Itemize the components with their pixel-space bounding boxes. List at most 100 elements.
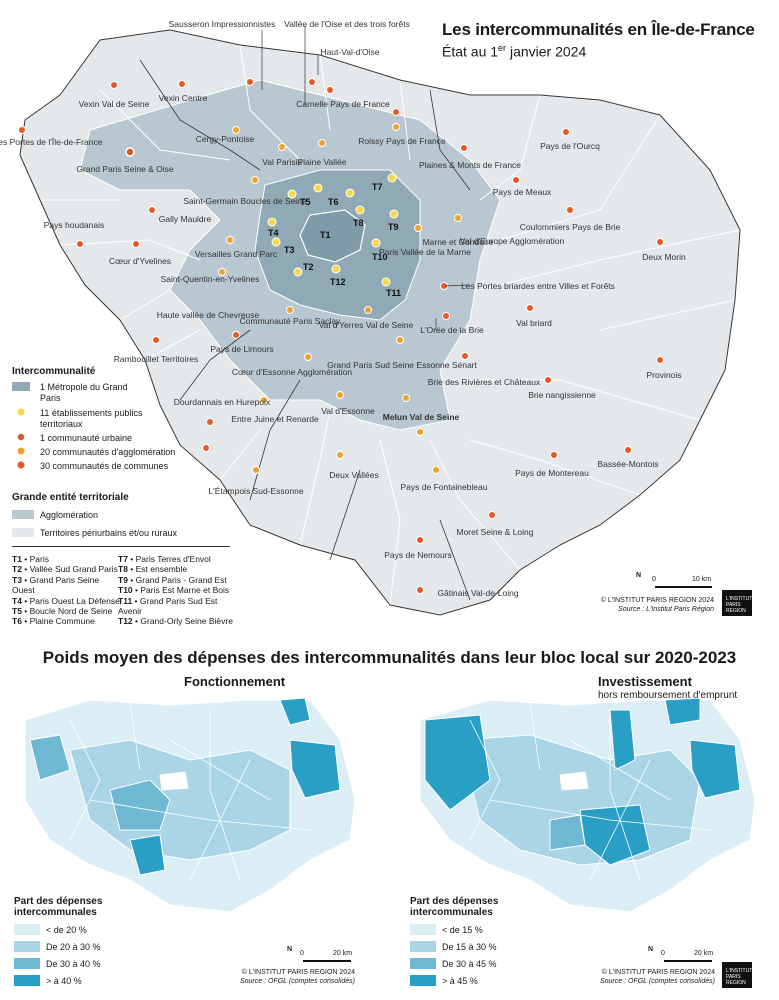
institut-logo: L'INSTITUT PARIS REGION [722, 590, 752, 616]
label-brie-nangissienne: Brie nangissienne [528, 390, 596, 400]
left-class-3: De 30 à 40 % [46, 959, 101, 969]
legend-item-cu: 1 communauté urbaine [40, 433, 133, 443]
label-etampois: L'Étampois Sud-Essonne [208, 486, 303, 496]
right-scale-zero: 0 [661, 950, 665, 957]
label-plaines-monts: Plaines & Monts de France [419, 160, 521, 170]
label-coulommiers: Coulommiers Pays de Brie [520, 222, 621, 232]
right-legend-title: Part des dépenses intercommunales [410, 896, 499, 918]
label-coeur-essonne: Cœur d'Essonne Agglomération [232, 367, 352, 377]
label-carnelle: Carnelle Pays de France [296, 99, 390, 109]
left-scale-zero: 0 [300, 950, 304, 957]
bottom-logo: L'INSTITUT PARIS REGION [722, 962, 752, 988]
label-roissy: Roissy Pays de France [358, 136, 446, 146]
label-deux-morin: Deux Morin [642, 252, 686, 262]
left-credit: © L'INSTITUT PARIS REGION 2024 Source : O… [239, 969, 355, 985]
codes-list-left: T1 • Paris T2 • Vallée Sud Grand Paris T… [12, 554, 120, 627]
label-nemours: Pays de Nemours [384, 550, 452, 560]
legend-item-ept: 11 établissements publics territoriaux [40, 408, 143, 429]
legend-item-metropole: 1 Métropole du Grand Paris [40, 382, 128, 403]
right-class-2: De 15 à 30 % [442, 942, 497, 952]
label-juine-renarde: Entre Juine et Renarde [231, 414, 319, 424]
label-gally: Gally Mauldre [159, 214, 212, 224]
department-borders [139, 59, 471, 601]
label-oree-brie: L'Orée de la Brie [420, 325, 484, 335]
label-val-essonne: Val d'Essonne [321, 406, 375, 416]
fonctionnement-map [24, 697, 356, 913]
bottom-title: Poids moyen des dépenses des intercommun… [42, 648, 737, 667]
left-map-title: Fonctionnement [184, 674, 286, 689]
scale-label: 10 km [692, 576, 712, 583]
left-class-1: < de 20 % [46, 925, 87, 935]
label-dourdannais: Dourdannais en Hurepoix [174, 397, 271, 407]
label-houdanais: Pays houdanais [44, 220, 105, 230]
label-vexin-val-de-seine: Vexin Val de Seine [79, 99, 150, 109]
code-t6: T6 [328, 197, 339, 207]
right-credit: © L'INSTITUT PARIS REGION 2024 Source : O… [599, 969, 715, 985]
label-versailles: Versailles Grand Parc [195, 249, 278, 259]
left-class-4: > à 40 % [46, 976, 82, 986]
legend-title: Intercommunalité [12, 366, 96, 377]
right-legend-swatches [410, 924, 436, 986]
code-t1: T1 [320, 230, 331, 240]
label-paris-vallee-marne: Paris Vallée de la Marne [379, 247, 471, 257]
legend-item-ca: 20 communautés d'agglomération [40, 447, 176, 457]
left-scale-bar [303, 960, 351, 962]
label-paris-saclay: Communauté Paris Saclay [240, 316, 341, 326]
right-map-title: Investissement [598, 674, 692, 689]
investissement-map [419, 697, 756, 913]
label-rambouillet: Rambouillet Territoires [114, 354, 198, 364]
code-t7: T7 [372, 182, 383, 192]
north-arrow: N [636, 572, 642, 579]
main-title: Les intercommunalités en Île-de-France [442, 20, 755, 39]
legend-entity-swatches [12, 510, 34, 537]
right-map-subtitle: hors remboursement d'emprunt [598, 690, 738, 701]
code-t10: T10 [372, 252, 388, 262]
legend-title-2: Grande entité territoriale [12, 492, 129, 503]
label-chevreuse: Haute vallée de Chevreuse [157, 310, 260, 320]
label-bassee-montois: Bassée-Montois [598, 459, 659, 469]
codes-list-right: T7 • Paris Terres d'Envol T8 • Est ensem… [118, 554, 233, 627]
right-class-4: > à 45 % [442, 976, 478, 986]
label-moret: Moret Seine & Loing [456, 527, 533, 537]
legend-symbols [12, 382, 30, 469]
left-scale-label: 20 km [333, 950, 353, 957]
label-deux-vallees: Deux Vallées [329, 470, 378, 480]
label-ourcq: Pays de l'Ourcq [540, 141, 600, 151]
code-t2: T2 [303, 262, 314, 272]
label-saint-germain: Saint-Germain Boucles de Seine [183, 196, 307, 206]
legend-item-agglo: Agglomération [40, 510, 99, 520]
scale-zero: 0 [652, 576, 656, 583]
label-marne-gondoire: Marne et Gondoire [423, 237, 494, 247]
label-vexin-centre: Vexin Centre [159, 93, 208, 103]
main-map: T1 T2 T3 T4 T5 T6 T7 T8 T9 T10 T11 T12 [0, 19, 741, 616]
label-val-dyerres: Val d'Yerres Val de Seine [319, 320, 414, 330]
label-gpsse: Grand Paris Sud Seine Essonne Sénart [327, 360, 477, 370]
label-montereau: Pays de Montereau [515, 468, 589, 478]
label-sqy: Saint-Quentin-en-Yvelines [161, 274, 260, 284]
label-vallee-oise: Vallée de l'Oise et des trois forêts [284, 19, 410, 29]
right-north-arrow: N [648, 946, 654, 953]
code-t11: T11 [386, 288, 401, 298]
label-coeur-yvelines: Cœur d'Yvelines [109, 256, 171, 266]
scale-bar [655, 586, 712, 588]
legend-item-rural: Territoires périurbains et/ou ruraux [40, 528, 178, 538]
label-brie-rivieres: Brie des Rivières et Châteaux [428, 377, 541, 387]
label-cergy: Cergy-Pontoise [196, 134, 255, 144]
label-sausseron: Sausseron Impressionnistes [169, 19, 276, 29]
right-class-3: De 30 à 45 % [442, 959, 497, 969]
code-t5: T5 [300, 197, 311, 207]
region-outline [19, 29, 741, 616]
code-t12: T12 [330, 277, 346, 287]
left-legend-title: Part des dépenses intercommunales [14, 896, 103, 918]
legend-divider [12, 546, 230, 547]
left-north-arrow: N [287, 946, 293, 953]
right-scale-label: 20 km [694, 950, 714, 957]
label-melun: Melun Val de Seine [383, 412, 460, 422]
left-legend-swatches [14, 924, 40, 986]
label-meaux: Pays de Meaux [493, 187, 552, 197]
label-gatinais: Gâtinais Val-de-Loing [437, 588, 518, 598]
label-provinois: Provinois [647, 370, 682, 380]
label-val-parisis: Val Parisis [262, 157, 302, 167]
code-t4: T4 [268, 228, 279, 238]
label-portes-briardes: Les Portes briardes entre Villes et Forê… [461, 281, 615, 291]
